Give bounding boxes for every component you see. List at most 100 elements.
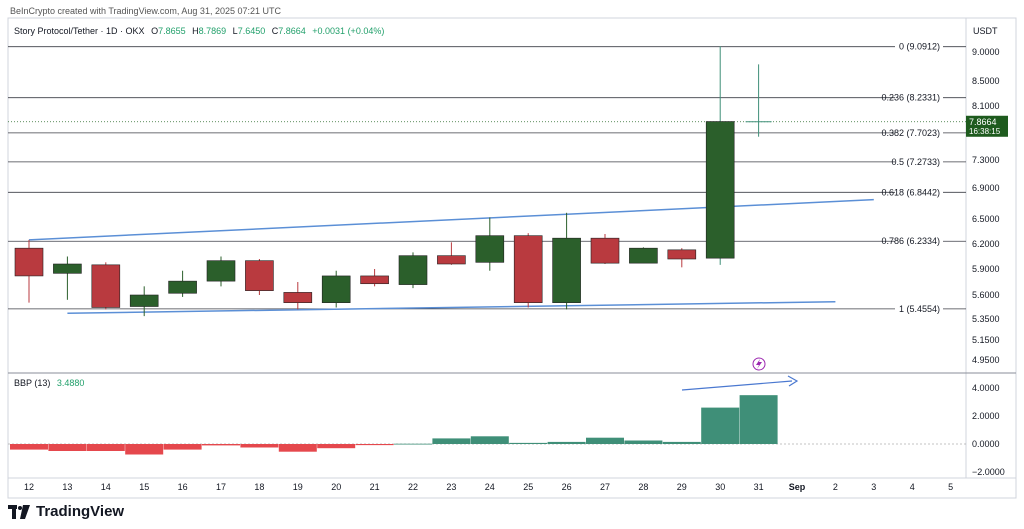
indicator-bar (48, 444, 87, 451)
chart-credit: BeInCrypto created with TradingView.com,… (10, 6, 281, 16)
tradingview-logo-icon (8, 504, 30, 519)
candle-body (552, 237, 581, 303)
currency-label: USDT (973, 26, 998, 36)
price-tick-label: 5.6000 (972, 290, 1000, 300)
indicator-bar (278, 444, 317, 452)
indicator-bar (86, 444, 125, 451)
indicator-bar (125, 444, 164, 455)
indicator-bar (432, 438, 471, 444)
price-tick-label: 6.9000 (972, 183, 1000, 193)
candle[interactable] (129, 286, 159, 317)
candle-body (590, 237, 620, 264)
time-tick-label: 28 (638, 482, 648, 492)
indicator-bar (163, 444, 202, 450)
candle[interactable] (437, 242, 466, 265)
candle[interactable] (245, 259, 274, 295)
indicator-bar (739, 395, 778, 444)
svg-text:Story Protocol/Tether · 1D · O: Story Protocol/Tether · 1D · OKX O7.8655… (14, 26, 384, 36)
current-price-tag: 7.8664 16:38:15 (966, 115, 1008, 137)
candle[interactable] (629, 247, 658, 264)
tradingview-logo-text: TradingView (36, 503, 125, 520)
time-tick-label: 29 (677, 482, 687, 492)
candle-body (475, 235, 505, 263)
indicator-bar (470, 436, 509, 444)
candle[interactable] (206, 256, 236, 287)
candle[interactable] (513, 233, 543, 308)
high-label: H (192, 26, 199, 36)
price-tick-label: 5.1500 (972, 335, 1000, 345)
price-tick-label: 8.1000 (972, 101, 1000, 111)
low-label: L (233, 26, 238, 36)
candle-body (245, 260, 274, 291)
candle[interactable] (283, 282, 313, 310)
candle-body (206, 260, 236, 282)
candle-body (360, 275, 389, 285)
time-tick-label: 16 (178, 482, 188, 492)
time-tick-label: 25 (523, 482, 533, 492)
candle[interactable] (53, 256, 82, 300)
price-tick-label: 6.5000 (972, 214, 1000, 224)
candle[interactable] (14, 239, 44, 303)
fib-level-label: 0.382 (7.7023) (881, 128, 940, 138)
trendline (28, 198, 874, 241)
indicator-bar (355, 444, 394, 446)
symbol-title: Story Protocol/Tether · 1D · OKX (14, 26, 145, 36)
chart-frame (7, 17, 1017, 499)
candle-body (283, 292, 313, 303)
indicator-tick-label: −2.0000 (972, 467, 1005, 477)
candle[interactable] (168, 270, 197, 297)
candle-body (667, 249, 697, 260)
time-tick-label: 17 (216, 482, 226, 492)
candle[interactable] (590, 234, 620, 264)
candle[interactable] (745, 64, 772, 137)
candle[interactable] (667, 248, 697, 268)
time-tick-label: 12 (24, 482, 34, 492)
time-tick-label: 24 (485, 482, 495, 492)
indicator-bar (662, 441, 701, 444)
fib-level-label: 0 (9.0912) (899, 42, 940, 52)
indicator-bar (586, 437, 624, 444)
fib-level-label: 0.5 (7.2733) (891, 157, 940, 167)
countdown-value: 16:38:15 (969, 127, 1001, 136)
candle-body (437, 255, 466, 265)
time-tick-label: 22 (408, 482, 418, 492)
indicator-tick-label: 4.0000 (972, 383, 1000, 393)
time-tick-label: 21 (370, 482, 380, 492)
low-value: 7.6450 (238, 26, 266, 36)
candle-body (513, 235, 543, 303)
indicator-bar (317, 444, 356, 449)
open-value: 7.8655 (158, 26, 186, 36)
indicator-name: BBP (13) (14, 378, 50, 388)
time-tick-label: Sep (789, 482, 806, 492)
candle[interactable] (91, 262, 121, 310)
candle-body (53, 263, 82, 274)
time-tick-label: 3 (871, 482, 876, 492)
candle[interactable] (475, 217, 505, 271)
price-tick-label: 8.5000 (972, 76, 1000, 86)
change-value: +0.0031 (+0.04%) (312, 26, 384, 36)
time-tick-label: 27 (600, 482, 610, 492)
time-tick-label: 31 (754, 482, 764, 492)
candle[interactable] (321, 270, 351, 308)
time-tick-label: 5 (948, 482, 953, 492)
time-tick-label: 13 (62, 482, 72, 492)
candle[interactable] (552, 212, 581, 310)
event-lightning-icon[interactable] (752, 357, 766, 371)
time-tick-label: 20 (331, 482, 341, 492)
price-tick-label: 4.9500 (972, 355, 1000, 365)
price-tick-label: 6.2000 (972, 239, 1000, 249)
indicator-bar (701, 407, 740, 444)
indicator-bar (10, 444, 48, 450)
candle[interactable] (705, 46, 735, 265)
candle[interactable] (398, 252, 428, 289)
candle[interactable] (360, 269, 389, 287)
svg-text:BBP (13) 3.4880: BBP (13) 3.4880 (14, 378, 84, 388)
indicator-value: 3.4880 (57, 378, 85, 388)
indicator-tick-label: 0.0000 (972, 439, 1000, 449)
candle-body (398, 255, 428, 285)
time-tick-label: 23 (446, 482, 456, 492)
bbp-trend-arrow (681, 375, 799, 391)
candle-body (14, 247, 44, 277)
candle-body (705, 121, 735, 259)
